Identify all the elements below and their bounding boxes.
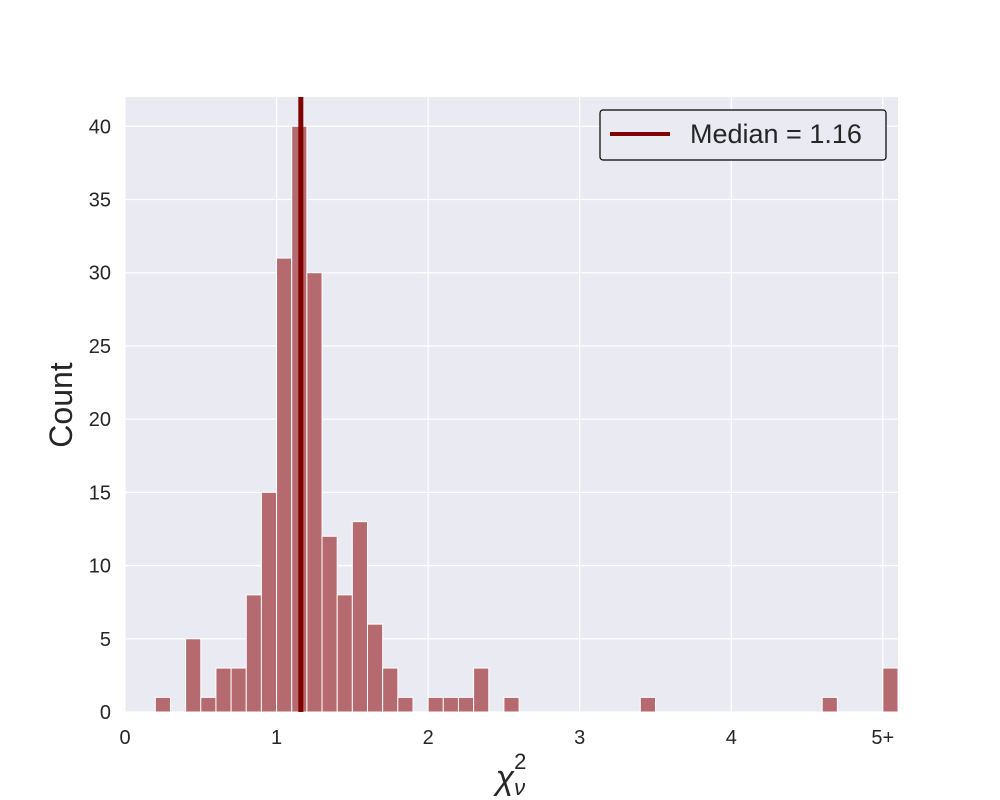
histogram-bar xyxy=(230,667,247,713)
histogram-bar xyxy=(503,696,520,713)
histogram-bar xyxy=(245,594,262,713)
histogram-bar xyxy=(382,667,399,713)
x-tick-labels: 0 1 2 3 4 5+ xyxy=(119,727,894,749)
histogram-bar xyxy=(457,696,475,713)
y-axis-title: Count xyxy=(43,362,79,448)
y-tick-label: 15 xyxy=(89,482,111,504)
histogram-bar xyxy=(427,696,444,713)
y-tick-label: 5 xyxy=(100,629,111,651)
y-tick-label: 35 xyxy=(89,190,111,212)
histogram-bar xyxy=(397,696,414,713)
histogram-bar xyxy=(821,696,838,713)
x-axis-title: χν2 xyxy=(493,749,527,800)
histogram-bar xyxy=(639,696,656,713)
legend-box xyxy=(599,109,887,161)
legend: Median = 1.16 xyxy=(599,109,887,161)
histogram-bar xyxy=(306,272,323,713)
x-tick-label: 2 xyxy=(423,727,434,749)
histogram-bar xyxy=(336,594,353,713)
grid-lines xyxy=(124,97,898,713)
histogram-bar xyxy=(200,696,217,713)
histogram-bar xyxy=(215,667,232,713)
plot-background xyxy=(125,97,898,712)
y-tick-label: 0 xyxy=(100,702,111,724)
x-tick-label: 3 xyxy=(574,727,585,749)
histogram-bar xyxy=(185,638,202,713)
y-tick-label: 10 xyxy=(89,556,111,578)
y-tick-labels: 0 5 10 15 20 25 30 35 40 xyxy=(89,116,111,724)
y-tick-label: 20 xyxy=(89,409,111,431)
x-axis-title-superscript: 2 xyxy=(514,749,526,774)
legend-label: Median = 1.16 xyxy=(690,119,862,149)
histogram-bar xyxy=(276,257,293,713)
histogram-bar xyxy=(882,667,899,713)
x-axis-title-symbol: χ xyxy=(493,759,516,797)
y-tick-label: 25 xyxy=(89,336,111,358)
x-tick-label: 4 xyxy=(726,727,737,749)
x-tick-label: 5+ xyxy=(871,727,894,749)
x-tick-label: 1 xyxy=(271,727,282,749)
histogram-bar xyxy=(442,696,459,713)
x-tick-label: 0 xyxy=(119,727,130,749)
y-tick-label: 40 xyxy=(89,116,111,138)
histogram-bar xyxy=(154,696,171,713)
histogram-bar xyxy=(321,535,338,713)
histogram-bar xyxy=(351,521,369,713)
histogram-bar xyxy=(367,623,384,713)
x-axis-title-subscript: ν xyxy=(514,775,525,800)
y-tick-label: 30 xyxy=(89,263,111,285)
histogram-bar xyxy=(260,491,278,713)
histogram-bar xyxy=(473,667,490,713)
